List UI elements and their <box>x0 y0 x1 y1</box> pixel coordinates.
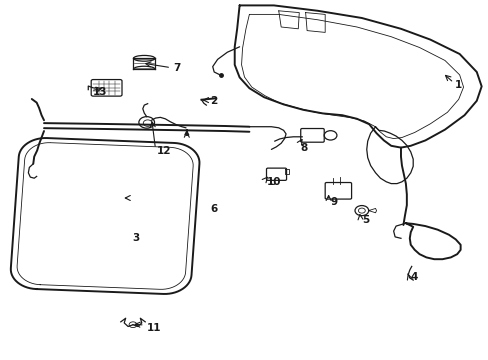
Text: 4: 4 <box>410 272 417 282</box>
Text: 10: 10 <box>266 177 281 187</box>
Text: 8: 8 <box>300 143 307 153</box>
Text: 9: 9 <box>329 197 337 207</box>
Text: 12: 12 <box>156 146 171 156</box>
Text: 6: 6 <box>210 204 217 214</box>
Text: 5: 5 <box>361 215 368 225</box>
Text: 13: 13 <box>93 87 107 97</box>
Text: 11: 11 <box>146 323 161 333</box>
Text: 2: 2 <box>210 96 217 106</box>
Text: 1: 1 <box>454 80 461 90</box>
Text: 7: 7 <box>173 63 181 73</box>
Text: 3: 3 <box>132 233 139 243</box>
